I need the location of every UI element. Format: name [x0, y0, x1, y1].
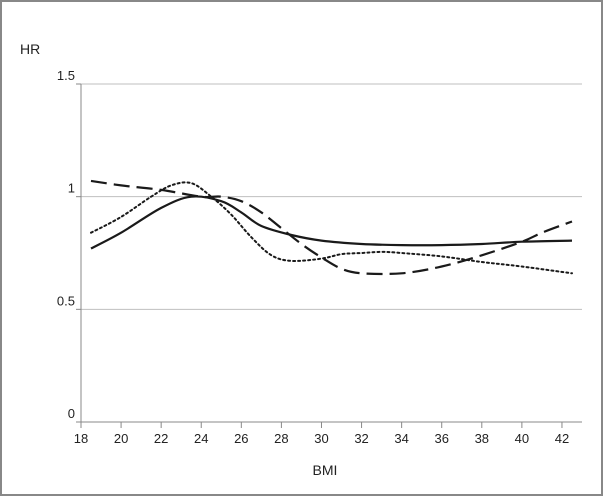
x-tick-label: 22 [154, 431, 168, 446]
x-tick-label: 42 [555, 431, 569, 446]
axes [80, 84, 582, 423]
gridlines [81, 83, 582, 310]
x-axis-ticks: 18 20 22 24 26 28 30 32 34 36 38 40 42 [74, 422, 569, 446]
x-tick-label: 34 [394, 431, 408, 446]
y-axis-ticks: 0 0.5 1 1.5 [57, 68, 81, 423]
x-tick-label: 40 [515, 431, 529, 446]
x-tick-label: 18 [74, 431, 88, 446]
x-tick-label: 30 [314, 431, 328, 446]
y-tick-label: 1 [68, 181, 75, 196]
x-tick-label: 38 [475, 431, 489, 446]
x-tick-label: 24 [194, 431, 208, 446]
series-line-dotted [90, 181, 573, 275]
y-tick-label: 0 [68, 406, 75, 421]
series-line-dashed [90, 179, 573, 276]
x-tick-label: 36 [434, 431, 448, 446]
y-axis-title: HR [20, 41, 40, 57]
series-lines [90, 179, 573, 276]
x-tick-label: 26 [234, 431, 248, 446]
series-line-solid [90, 195, 573, 250]
x-axis-title: BMI [313, 462, 338, 478]
y-tick-label: 0.5 [57, 293, 75, 308]
x-tick-label: 28 [274, 431, 288, 446]
y-tick-label: 1.5 [57, 68, 75, 83]
x-tick-label: 20 [114, 431, 128, 446]
x-tick-label: 32 [354, 431, 368, 446]
